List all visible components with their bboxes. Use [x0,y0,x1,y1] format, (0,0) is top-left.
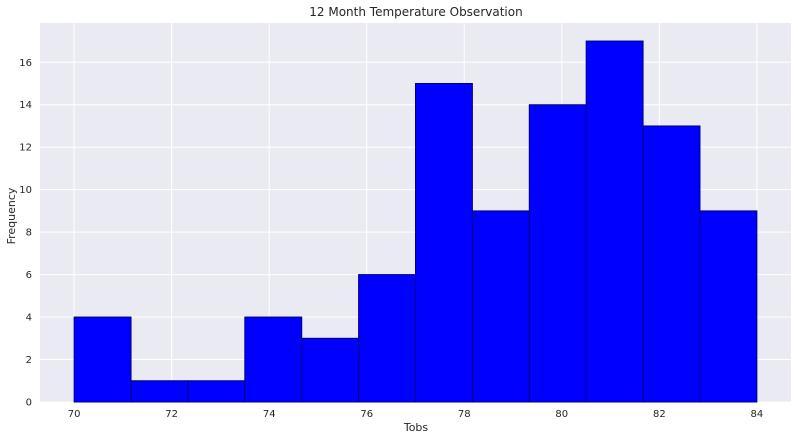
y-tick-label: 4 [26,313,32,324]
histogram-bar [699,210,758,403]
histogram-bar [642,125,701,403]
x-tick-label: 70 [68,409,81,420]
histogram-bar [528,104,587,403]
x-tick-label: 82 [653,409,666,420]
histogram-bar [358,274,416,403]
y-tick-label: 6 [26,270,32,281]
histogram-bar [73,316,132,403]
histogram-bar [130,380,189,403]
histogram-bar [244,316,303,403]
chart-title: 12 Month Temperature Observation [309,5,522,19]
histogram-bar [585,40,644,403]
y-tick-label: 2 [26,355,32,366]
x-tick-label: 72 [165,409,178,420]
histogram-bar [301,337,360,403]
x-tick-label: 74 [263,409,276,420]
x-tick-label: 76 [360,409,373,420]
x-tick-label: 80 [555,409,568,420]
y-tick-label: 16 [19,58,32,69]
histogram-bar [187,380,246,403]
y-tick-label: 0 [26,398,32,409]
y-axis-label: Frequency [5,187,18,244]
y-tick-label: 8 [26,228,32,239]
y-tick-label: 14 [19,100,32,111]
x-tick-label: 84 [750,409,763,420]
histogram-bars [73,40,758,403]
histogram-bar [471,210,530,403]
x-axis-label: Tobs [403,421,429,434]
y-axis-ticks: 0 2 4 6 8 10 12 14 16 [19,58,32,409]
y-tick-label: 10 [19,185,32,196]
x-axis-ticks: 70 72 74 76 78 80 82 84 [68,409,763,420]
histogram-bar [415,83,473,403]
x-tick-label: 78 [458,409,471,420]
y-tick-label: 12 [19,143,32,154]
